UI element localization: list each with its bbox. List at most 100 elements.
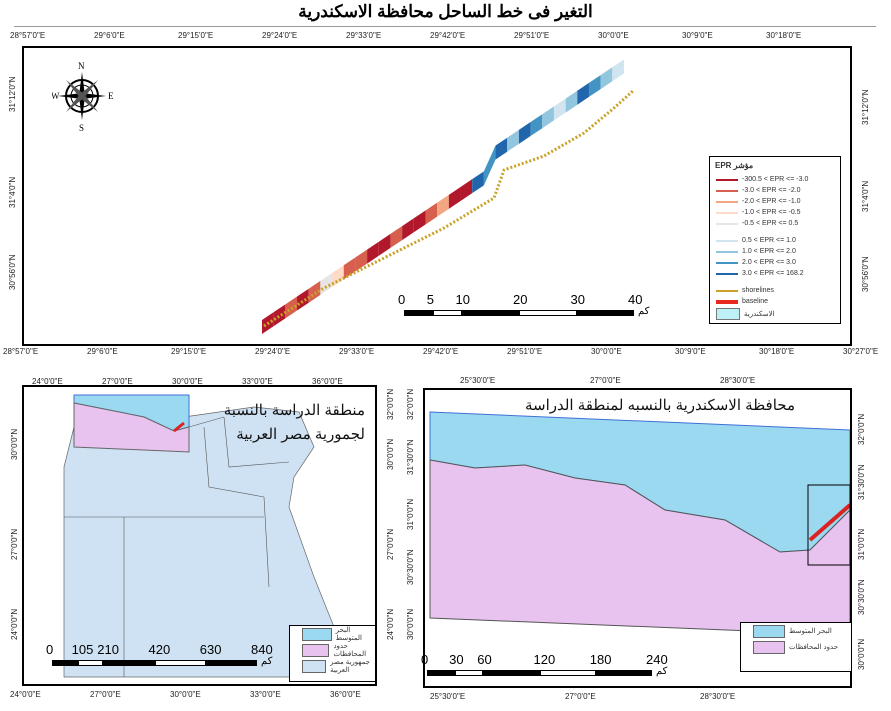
legend-item: البحر المتوسط bbox=[741, 623, 851, 639]
coordinate-label: 29°15'0"E bbox=[171, 347, 207, 356]
egypt-map-frame: منطقة الدراسة بالنسبة لجمورية مصر العربي… bbox=[22, 385, 377, 686]
coordinate-label: 29°42'0"E bbox=[423, 347, 459, 356]
legend-item: -1.0 < EPR <= -0.5 bbox=[710, 207, 840, 218]
scale-label: 420 bbox=[148, 642, 171, 657]
epr-transect-segment bbox=[367, 241, 379, 264]
legend-swatch bbox=[716, 178, 738, 181]
alex-legend: البحر المتوسط حدود المحافظات bbox=[740, 622, 852, 672]
alex-title: محافظة الاسكندرية بالنسبه لمنطقة الدراسة bbox=[524, 397, 795, 414]
coordinate-label: 32°0'0"N bbox=[857, 413, 866, 445]
coordinate-label: 27°0'0"E bbox=[90, 690, 121, 699]
legend-item: حدود المحافظات bbox=[741, 639, 851, 655]
coordinate-label: 31°4'0"N bbox=[8, 176, 17, 208]
scale-unit: كم bbox=[656, 666, 668, 677]
coordinate-label: 29°24'0"E bbox=[255, 347, 291, 356]
legend-swatch bbox=[716, 189, 738, 192]
epr-transect-segment bbox=[343, 257, 356, 280]
coordinate-label: 30°0'0"N bbox=[386, 438, 395, 470]
egypt-legend: البحر المتوسط حدود المحافظات جمهورية مصر ا… bbox=[289, 625, 376, 682]
coordinate-label: 27°0'0"E bbox=[590, 376, 621, 385]
scale-segment bbox=[519, 310, 577, 316]
legend-title: EPR مؤشر bbox=[715, 161, 754, 170]
coordinate-label: 29°51'0"E bbox=[514, 31, 550, 40]
coordinate-label: 30°9'0"E bbox=[675, 347, 706, 356]
legend-label: -3.0 < EPR <= -2.0 bbox=[742, 187, 801, 194]
scale-segment bbox=[77, 660, 104, 666]
coordinate-label: 27°0'0"E bbox=[102, 377, 133, 386]
egypt-map bbox=[24, 387, 375, 684]
coordinate-label: 24°0'0"E bbox=[32, 377, 63, 386]
coordinate-label: 25°30'0"E bbox=[430, 692, 466, 701]
legend-swatch bbox=[716, 272, 738, 275]
epr-transect-segment bbox=[390, 226, 403, 248]
coordinate-label: 24°0'0"N bbox=[10, 608, 19, 640]
coordinate-label: 29°6'0"E bbox=[87, 347, 118, 356]
coordinate-label: 31°0'0"N bbox=[406, 498, 415, 530]
epr-transect-segment bbox=[355, 249, 368, 272]
scale-label: 120 bbox=[533, 652, 556, 667]
scale-unit: كم bbox=[261, 656, 273, 667]
coordinate-label: 30°0'0"N bbox=[10, 428, 19, 460]
svg-text:E: E bbox=[108, 91, 114, 101]
scale-label: 210 bbox=[97, 642, 119, 657]
epr-transect-segment bbox=[413, 210, 426, 233]
epr-transect-segment bbox=[297, 288, 309, 311]
scale-label: 5 bbox=[426, 292, 434, 307]
legend-label: -2.0 < EPR <= -1.0 bbox=[742, 198, 801, 205]
legend-item: 1.0 < EPR <= 2.0 bbox=[710, 246, 840, 257]
egypt-scale-bar: 0 105 210 420 630 840 كم bbox=[46, 642, 273, 672]
coordinate-label: 29°15'0"E bbox=[178, 31, 214, 40]
legend-swatch bbox=[302, 627, 332, 641]
legend-swatch bbox=[716, 211, 738, 214]
scale-label: 40 bbox=[628, 292, 643, 307]
legend-label: 0.5 < EPR <= 1.0 bbox=[742, 237, 796, 244]
scale-segment bbox=[432, 310, 462, 316]
coordinate-label: 27°0'0"E bbox=[565, 692, 596, 701]
epr-transect-segment bbox=[332, 265, 344, 288]
epr-transect-segment bbox=[402, 218, 414, 241]
epr-legend: EPR مؤشر -300.5 < EPR <= -3.0 -3.0 < EPR … bbox=[709, 156, 841, 324]
coordinate-label: 27°0'0"N bbox=[386, 528, 395, 560]
epr-transect-segment bbox=[577, 82, 589, 105]
coordinate-label: 30°56'0"N bbox=[8, 254, 17, 290]
coordinate-label: 30°0'0"E bbox=[170, 690, 201, 699]
coordinate-label: 25°30'0"E bbox=[460, 376, 496, 385]
legend-shorelines: shorelines bbox=[742, 287, 774, 294]
epr-transect-segment bbox=[612, 59, 624, 82]
coordinate-label: 32°0'0"N bbox=[406, 388, 415, 420]
legend-label: -300.5 < EPR <= -3.0 bbox=[742, 176, 809, 183]
legend-label: حدود المحافظات bbox=[333, 643, 367, 658]
coordinate-label: 31°0'0"N bbox=[857, 528, 866, 560]
coordinate-label: 30°18'0"E bbox=[759, 347, 795, 356]
legend-label: 1.0 < EPR <= 2.0 bbox=[742, 248, 796, 255]
legend-label: -0.5 < EPR <= 0.5 bbox=[742, 220, 799, 227]
scale-segment bbox=[455, 670, 484, 676]
epr-transect-segment bbox=[378, 233, 391, 256]
scale-segment bbox=[461, 310, 519, 316]
coordinate-label: 30°18'0"E bbox=[766, 31, 802, 40]
legend-item: -3.0 < EPR <= -2.0 bbox=[710, 185, 840, 196]
coordinate-label: 30°30'0"N bbox=[406, 549, 415, 585]
coordinate-label: 31°30'0"N bbox=[857, 464, 866, 500]
epr-transect-segment bbox=[460, 179, 473, 201]
coordinate-label: 30°56'0"N bbox=[861, 256, 870, 292]
governorate-area bbox=[73, 402, 190, 453]
main-scale-bar: 0 5 10 20 30 40 كم bbox=[398, 292, 649, 322]
legend-swatch bbox=[716, 261, 738, 264]
coordinate-label: 30°27'0"E bbox=[843, 347, 879, 356]
egypt-title-line1: منطقة الدراسة بالنسبة bbox=[223, 402, 365, 419]
coordinate-label: 30°30'0"N bbox=[857, 579, 866, 615]
north-arrow: N S E W bbox=[51, 60, 116, 137]
coordinate-label: 24°0'0"N bbox=[386, 608, 395, 640]
coordinate-label: 29°24'0"E bbox=[262, 31, 298, 40]
coordinate-label: 32°0'0"N bbox=[386, 388, 395, 420]
scale-label: 180 bbox=[589, 652, 612, 667]
svg-text:W: W bbox=[52, 91, 60, 101]
legend-label: -1.0 < EPR <= -0.5 bbox=[742, 209, 801, 216]
scale-label: 105 bbox=[71, 642, 94, 657]
coordinate-label: 36°0'0"E bbox=[312, 377, 343, 386]
legend-item: البحر المتوسط bbox=[290, 626, 375, 642]
legend-item: 0.5 < EPR <= 1.0 bbox=[710, 235, 840, 246]
scale-segment bbox=[576, 310, 634, 316]
